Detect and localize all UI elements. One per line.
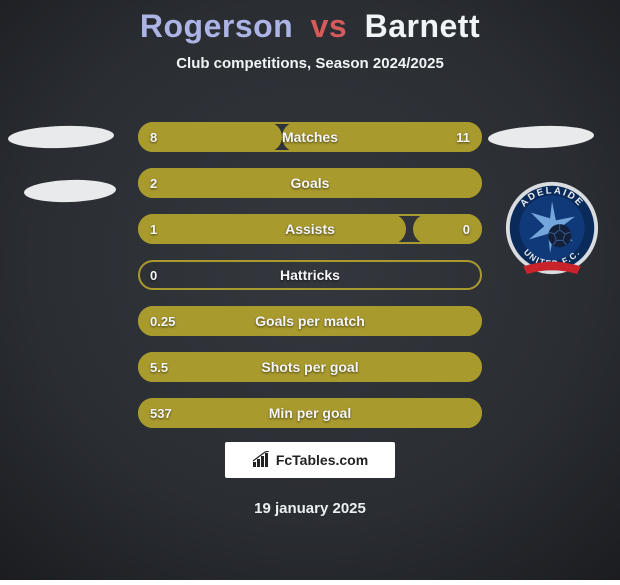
stat-fill-player1 <box>138 352 482 382</box>
stat-row: Shots per goal5.5 <box>138 352 482 382</box>
stat-row: Goals per match0.25 <box>138 306 482 336</box>
stat-fill-player2 <box>413 214 482 244</box>
stat-fill-player1 <box>138 398 482 428</box>
figure-date: 19 january 2025 <box>0 500 620 517</box>
fctables-icon <box>252 451 270 469</box>
stat-value-player1: 0 <box>150 260 157 290</box>
stat-outline <box>138 260 482 290</box>
stat-fill-player1 <box>138 214 406 244</box>
fctables-label: FcTables.com <box>276 452 368 468</box>
fctables-watermark: FcTables.com <box>225 442 395 478</box>
stat-fill-player1 <box>138 306 482 336</box>
comparison-title: Rogerson vs Barnett <box>0 0 620 45</box>
subtitle: Club competitions, Season 2024/2025 <box>0 55 620 72</box>
stat-fill-player1 <box>138 122 282 152</box>
stat-row: Goals2 <box>138 168 482 198</box>
silhouette-ellipse <box>24 178 117 203</box>
silhouette-ellipse <box>8 124 115 150</box>
stat-fill-player2 <box>282 122 482 152</box>
stat-fill-player1 <box>138 168 482 198</box>
stats-bars: Matches811 Goals2 Assists10 Hattricks0 Goals… <box>138 122 482 444</box>
stat-row: Assists10 <box>138 214 482 244</box>
stat-row: Hattricks0 <box>138 260 482 290</box>
club-badge: ADELAIDE UNITED F.C. <box>504 180 600 276</box>
silhouette-ellipse <box>488 124 595 150</box>
vs-label: vs <box>311 8 348 44</box>
stat-label: Hattricks <box>138 260 482 290</box>
player2-name: Barnett <box>365 8 481 44</box>
stat-row: Matches811 <box>138 122 482 152</box>
stat-row: Min per goal537 <box>138 398 482 428</box>
player1-name: Rogerson <box>140 8 293 44</box>
